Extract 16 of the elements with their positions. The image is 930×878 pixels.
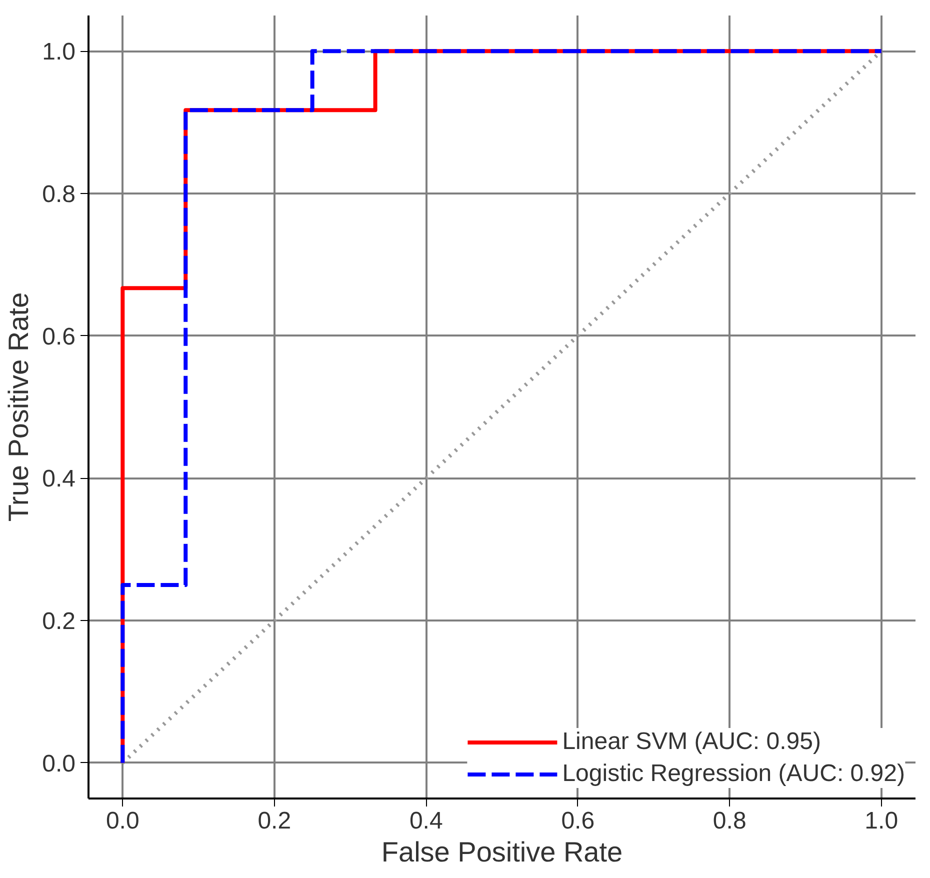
y-axis-title: True Positive Rate <box>3 292 34 522</box>
x-tick-label: 1.0 <box>864 808 898 834</box>
legend-label: Logistic Regression (AUC: 0.92) <box>562 760 905 788</box>
y-tick-label: 0.4 <box>42 466 76 493</box>
x-tick-label: 0.6 <box>561 808 595 834</box>
x-axis-title: False Positive Rate <box>381 836 623 868</box>
legend-label: Linear SVM (AUC: 0.95) <box>562 728 821 756</box>
y-tick-label: 0.2 <box>42 608 76 636</box>
x-tick-label: 0.4 <box>409 808 443 834</box>
y-tick-label: 0.6 <box>42 323 76 350</box>
x-tick-label: 0.0 <box>106 808 140 834</box>
y-tick-label: 1.0 <box>42 38 76 66</box>
x-tick-label: 0.2 <box>258 808 292 834</box>
x-tick-label: 0.8 <box>712 808 746 834</box>
y-tick-label: 0.8 <box>42 180 76 208</box>
y-tick-label: 0.0 <box>42 750 76 778</box>
